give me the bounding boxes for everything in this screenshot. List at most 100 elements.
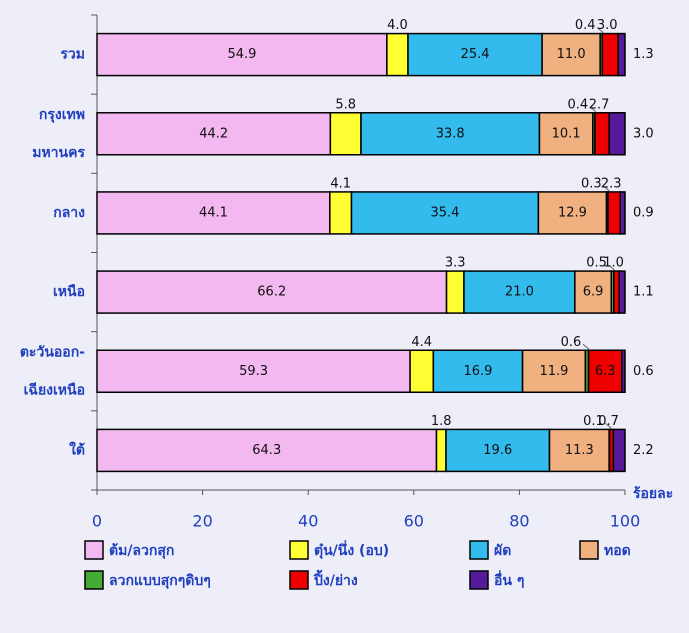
value-label: 0.7 (598, 414, 619, 429)
category-label: เฉียงเหนือ (24, 382, 85, 398)
bar-segment (96, 270, 448, 314)
bar-segment (386, 32, 409, 77)
legend-label: ปิ้ง/ย่าง (313, 569, 358, 589)
bar-segment (96, 32, 388, 77)
x-tick-label: 40 (298, 512, 318, 531)
x-axis-label: ร้อยละ (633, 486, 673, 502)
x-tick-label: 100 (610, 512, 641, 531)
bar-segment (621, 349, 626, 393)
category-label: มหานคร (32, 145, 85, 161)
value-label: 16.9 (463, 364, 492, 379)
value-label: 59.3 (239, 364, 268, 379)
bar-segment (618, 270, 626, 314)
bar-segment (96, 349, 411, 393)
bar-segment (463, 270, 576, 314)
x-tick-label: 60 (404, 512, 424, 531)
bar-segment (435, 428, 447, 473)
value-label: 4.4 (411, 335, 432, 350)
value-label: 0.6 (633, 364, 654, 379)
value-label: 1.1 (633, 285, 654, 300)
legend-label: ทอด (604, 543, 631, 559)
value-label: 33.8 (436, 126, 465, 141)
bar-segment (350, 191, 540, 235)
leader-line (582, 343, 590, 350)
value-label: 11.0 (557, 47, 586, 62)
value-label: 3.3 (445, 256, 466, 271)
bar-segment (607, 191, 621, 235)
value-label: 2.2 (633, 443, 654, 458)
value-label: 0.9 (633, 205, 654, 220)
leader-line (608, 264, 615, 271)
legend-label: ผัด (494, 543, 511, 559)
value-label: 19.6 (483, 443, 512, 458)
value-label: 2.3 (601, 176, 622, 191)
bar-segment (541, 32, 601, 77)
category-label: กรุงเทพ (39, 107, 85, 123)
value-label: 6.3 (595, 364, 616, 379)
value-label: 12.9 (558, 205, 587, 220)
leader-line (589, 106, 597, 113)
x-tick-label: 80 (509, 512, 529, 531)
bar-segment (360, 112, 541, 156)
bar-segment (409, 349, 435, 393)
value-label: 54.9 (227, 47, 256, 62)
leader-line (596, 27, 604, 33)
value-label: 1.0 (603, 256, 624, 271)
value-label: 0.4 (575, 18, 596, 33)
category-label: รวม (60, 47, 85, 63)
value-label: 0.3 (581, 176, 602, 191)
value-label: 1.8 (431, 414, 452, 429)
value-label: 1.3 (633, 47, 654, 62)
bar-segment (445, 428, 551, 473)
legend-swatch (84, 570, 104, 590)
bar-segment (594, 112, 610, 156)
bar-segment (619, 191, 626, 235)
value-label: 4.0 (387, 18, 408, 33)
value-label: 0.5 (586, 256, 607, 271)
bar-segment (548, 428, 610, 473)
value-label: 44.1 (199, 205, 228, 220)
value-label: 21.0 (505, 285, 534, 300)
value-label: 35.4 (430, 205, 459, 220)
value-label: 0.1 (583, 414, 604, 429)
value-label: 11.3 (565, 443, 594, 458)
legend-swatch (84, 540, 104, 560)
value-label: 6.9 (583, 285, 604, 300)
value-label: 0.6 (561, 335, 582, 350)
category-label: ตะวันออก- (20, 344, 85, 360)
legend-swatch (579, 540, 599, 560)
category-label: เหนือ (53, 284, 85, 300)
bar-segment (537, 191, 608, 235)
bar-segment (329, 112, 362, 156)
bar-segment (612, 428, 626, 473)
bar-segment (587, 349, 623, 393)
bar-segment (613, 270, 620, 314)
bar-segment (608, 112, 626, 156)
bar-segment (521, 349, 587, 393)
value-label: 2.7 (589, 97, 610, 112)
category-label: ใต้ (69, 440, 85, 458)
value-label: 66.2 (257, 285, 286, 300)
x-tick-label: 20 (192, 512, 212, 531)
value-label: 3.0 (633, 126, 654, 141)
value-label: 64.3 (252, 443, 281, 458)
bar-segment (617, 32, 626, 77)
bar-segment (445, 270, 465, 314)
value-label: 4.1 (330, 176, 351, 191)
bar-segment (432, 349, 524, 393)
x-tick-label: 0 (92, 512, 102, 531)
value-label: 25.4 (461, 47, 490, 62)
bar-segment (574, 270, 613, 314)
legend-label: ต้ม/ลวกสุก (109, 543, 174, 559)
bar-segment (96, 191, 331, 235)
bar-segment (329, 191, 353, 235)
value-label: 5.8 (335, 97, 356, 112)
leader-line (605, 423, 612, 429)
legend-swatch (469, 570, 489, 590)
leader-line (602, 185, 610, 192)
value-label: 44.2 (199, 126, 228, 141)
legend-label: อื่น ๆ (494, 570, 524, 589)
bar-segment (601, 32, 619, 77)
